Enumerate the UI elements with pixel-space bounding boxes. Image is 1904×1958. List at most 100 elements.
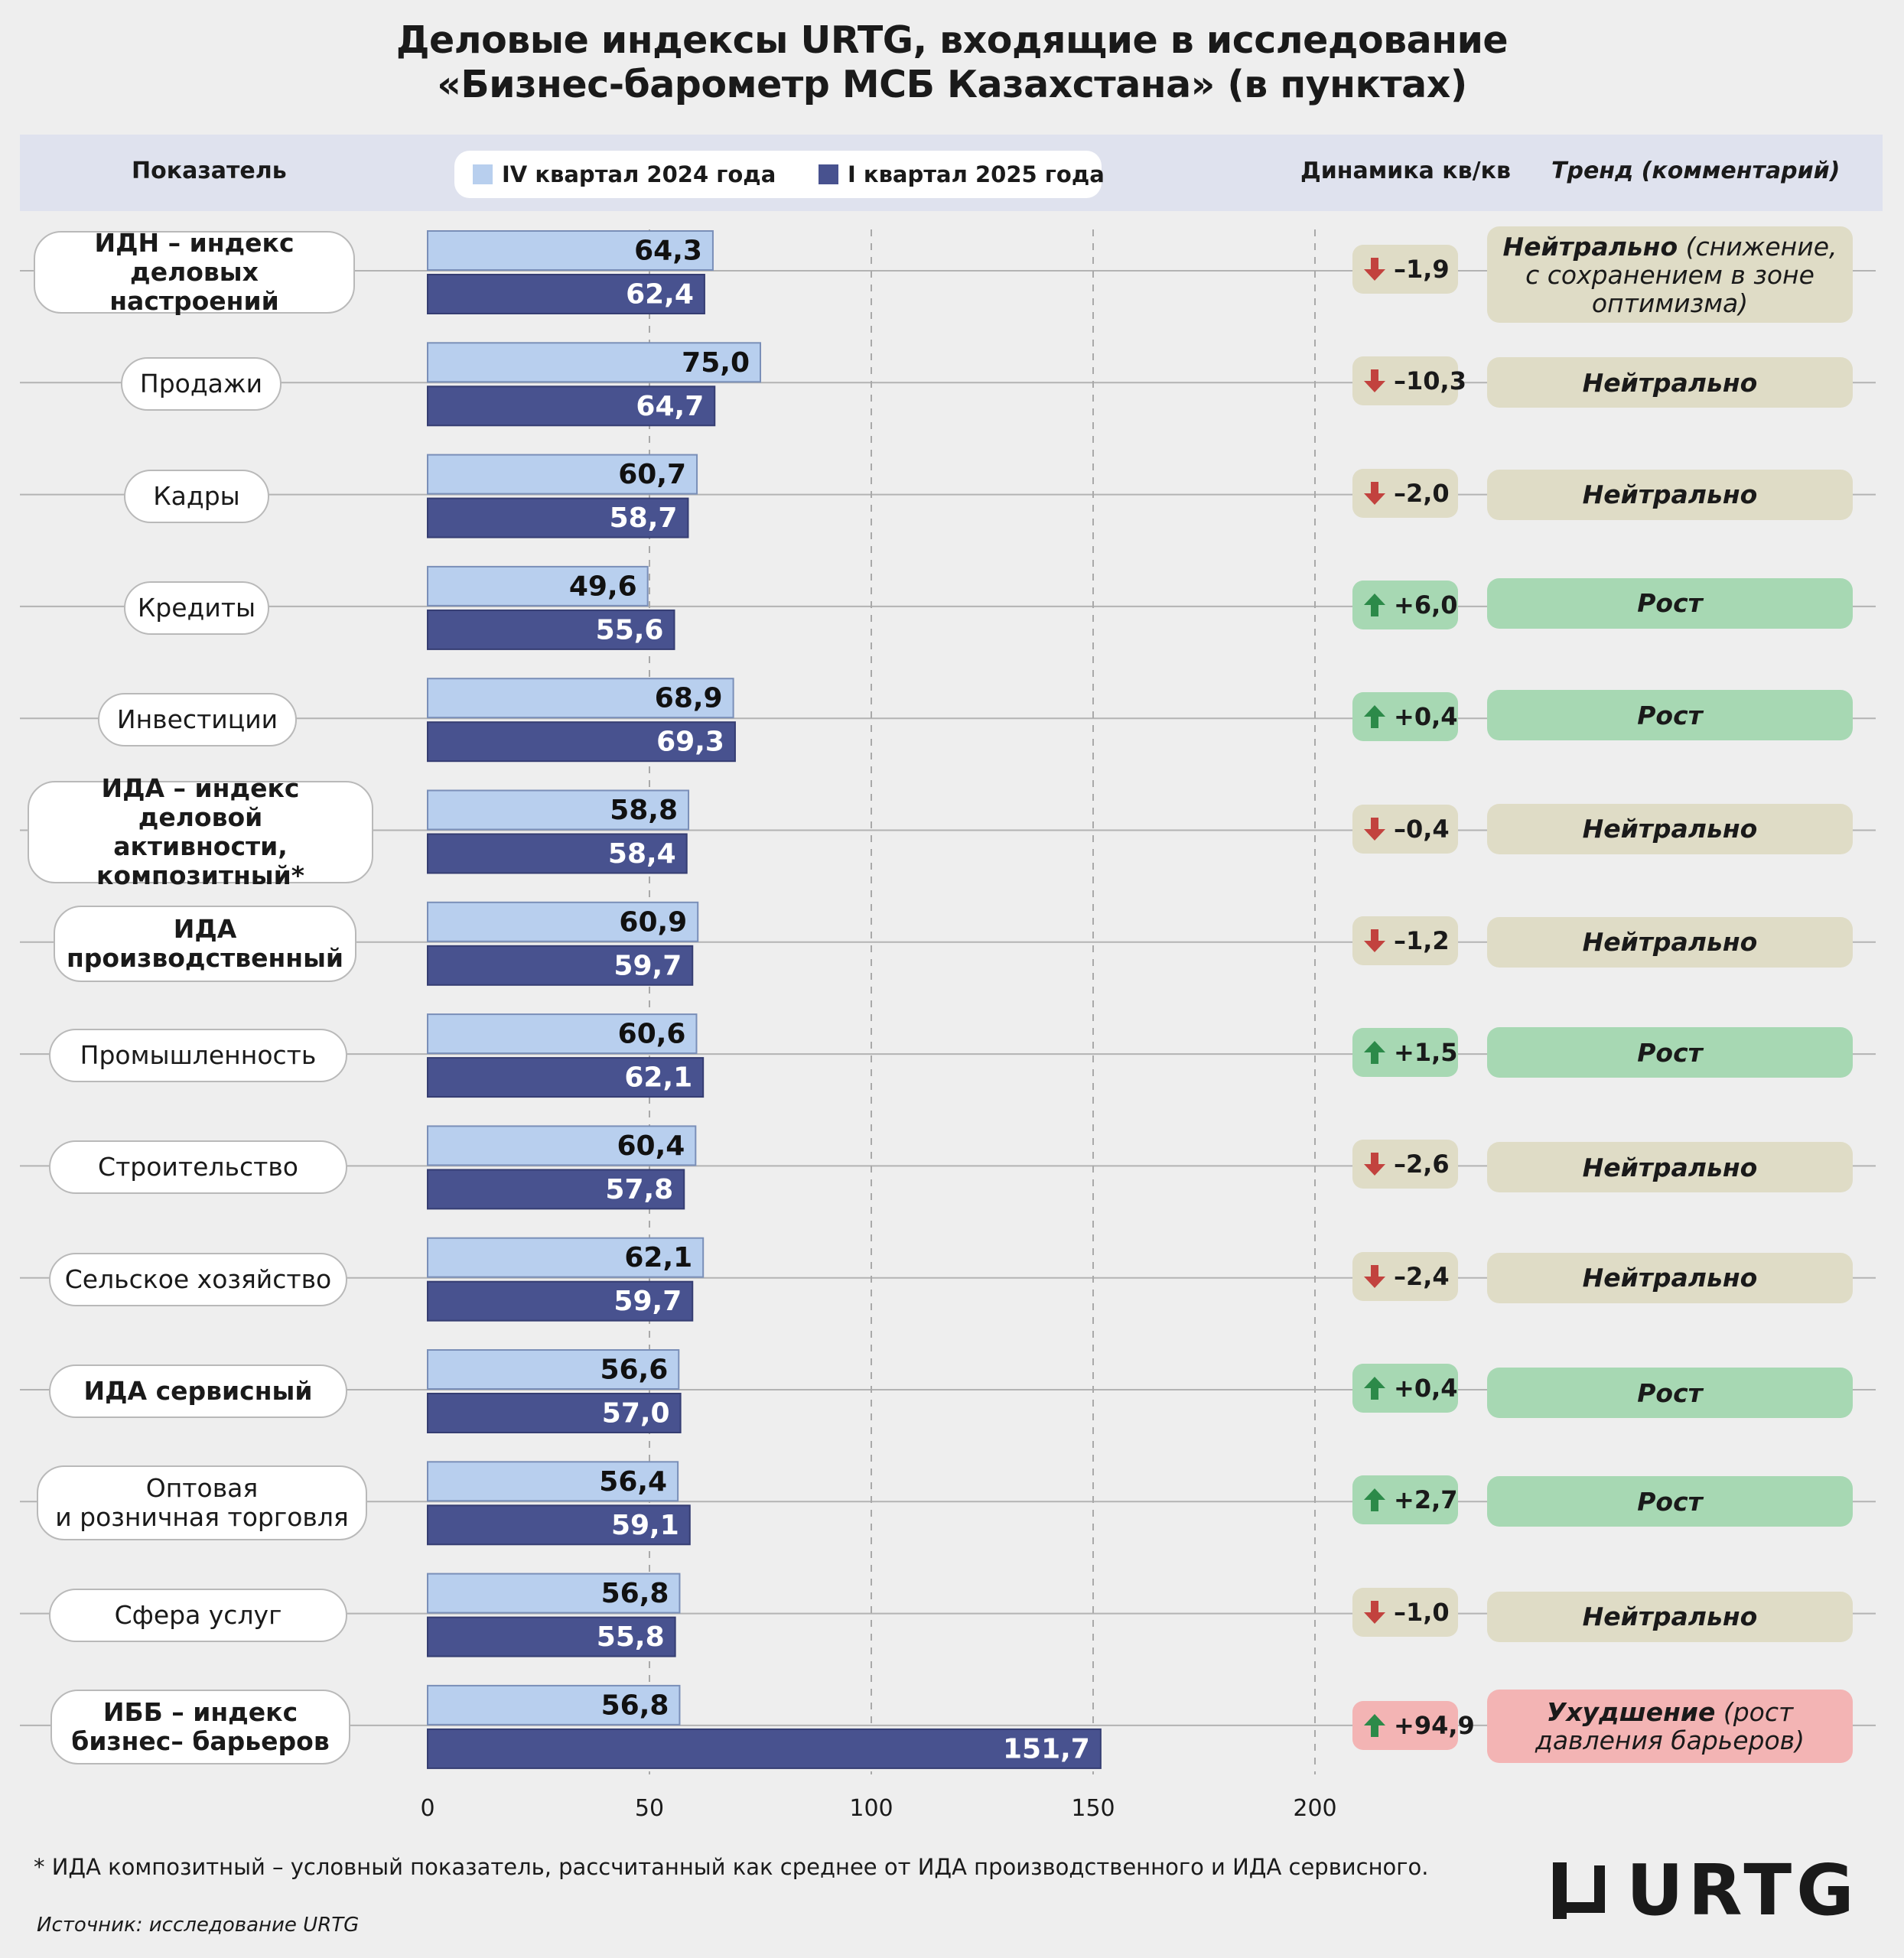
arrow-up-icon — [1364, 1041, 1385, 1065]
legend-swatch-q1-2025 — [819, 164, 838, 184]
legend-item-q1-2025: I квартал 2025 года — [819, 160, 1105, 189]
bar-q1-2025 — [427, 1057, 705, 1098]
dynamics-value: –0,4 — [1394, 814, 1450, 844]
dynamics-value: +1,5 — [1394, 1038, 1458, 1068]
trend-verdict: Рост — [1637, 700, 1703, 730]
bar-label-q1-2025: 59,1 — [611, 1510, 679, 1541]
row-label: Продажи — [121, 357, 282, 411]
row-label-line: активности, — [113, 831, 288, 861]
legend-item-q4-2024: IV квартал 2024 года — [473, 160, 776, 189]
bar-label-q1-2025: 69,3 — [656, 727, 724, 758]
bar-q1-2025 — [427, 833, 688, 874]
trend-verdict: Нейтрально — [1582, 814, 1758, 844]
trend-text: Нейтрально — [1583, 815, 1758, 843]
trend-text: Нейтрально — [1583, 369, 1758, 397]
bar-label-q4-2024: 64,3 — [634, 236, 702, 267]
trend-verdict: Нейтрально — [1582, 1263, 1758, 1293]
row-label: Инвестиции — [98, 693, 297, 747]
bar-q1-2025 — [427, 1616, 676, 1657]
trend-text: Нейтрально — [1583, 1264, 1758, 1292]
dynamics-value: –1,2 — [1394, 925, 1450, 955]
trend-comment: Нейтрально — [1487, 1142, 1853, 1193]
bar-q4-2024 — [427, 342, 761, 383]
bar-label-q1-2025: 58,4 — [608, 838, 676, 870]
bar-q4-2024 — [427, 1684, 681, 1725]
row-label-line: композитный* — [96, 860, 304, 890]
chart-title: Деловые индексы URTG, входящие в исследо… — [0, 18, 1904, 107]
dynamics-badge: –2,0 — [1352, 468, 1458, 518]
arrow-down-icon — [1364, 481, 1385, 505]
legend: IV квартал 2024 года I квартал 2025 года — [454, 151, 1105, 198]
row-label-line: Сельское хозяйство — [64, 1264, 332, 1294]
source: Источник: исследование URTG — [37, 1914, 360, 1937]
bar-label-q4-2024: 60,4 — [617, 1130, 685, 1162]
row-label-line: Инвестиции — [116, 704, 278, 735]
row-label-text: Промышленность — [80, 1041, 317, 1070]
row-label: Промышленность — [49, 1029, 347, 1083]
row-label-text: ИББ – индекс бизнес– барьеров — [71, 1697, 330, 1756]
bar-q1-2025 — [427, 497, 689, 538]
bar-label-q4-2024: 60,9 — [619, 906, 687, 938]
row-label: Сельское хозяйство — [49, 1252, 347, 1306]
arrow-up-icon — [1364, 1713, 1385, 1737]
x-tick-label: 100 — [849, 1795, 893, 1822]
arrow-down-icon — [1364, 258, 1385, 281]
trend-comment: Нейтрально — [1487, 1252, 1853, 1303]
bar-label-q4-2024: 60,6 — [618, 1019, 686, 1050]
bar-q4-2024 — [427, 454, 698, 495]
bar-label-q1-2025: 57,8 — [605, 1174, 673, 1205]
row-label-line: бизнес– барьеров — [71, 1725, 330, 1756]
legend-label-q1-2025: I квартал 2025 года — [848, 161, 1105, 187]
bar-q4-2024 — [427, 901, 699, 942]
row-label-line: ИДА – индекс деловой — [101, 772, 300, 832]
trend-comment: Нейтрально — [1487, 469, 1853, 520]
row-label-line: ИДА — [173, 913, 237, 944]
arrow-down-icon — [1364, 1264, 1385, 1288]
row-label-line: Кредиты — [137, 592, 256, 623]
dynamics-badge: +0,4 — [1352, 692, 1458, 742]
trend-verdict: Рост — [1637, 1037, 1703, 1068]
bar-label-q1-2025: 59,7 — [614, 1286, 682, 1317]
dynamics-badge: +1,5 — [1352, 1028, 1458, 1078]
bar-q1-2025 — [427, 945, 694, 986]
row-label-text: ИДА – индекс деловой активности, композитн… — [38, 772, 363, 890]
trend-comment: Нейтрально — [1487, 357, 1853, 408]
row-label-text: Сельское хозяйство — [64, 1264, 332, 1294]
arrow-up-icon — [1364, 1488, 1385, 1512]
trend-comment: Рост — [1487, 690, 1853, 741]
bar-label-q4-2024: 56,8 — [601, 1578, 669, 1609]
bar-q1-2025 — [427, 1169, 685, 1210]
bar-label-q4-2024: 56,6 — [600, 1355, 668, 1386]
bar-q1-2025 — [427, 1280, 694, 1322]
bar-q4-2024 — [427, 230, 714, 271]
bar-q4-2024 — [427, 1349, 680, 1390]
dynamics-badge: +2,7 — [1352, 1475, 1458, 1525]
legend-swatch-q4-2024 — [473, 164, 493, 184]
bar-label-q4-2024: 49,6 — [569, 571, 637, 602]
trend-text: Рост — [1637, 1488, 1703, 1516]
dynamics-badge: –1,9 — [1352, 245, 1458, 294]
bar-label-q4-2024: 68,9 — [655, 683, 723, 714]
dynamics-badge: –1,0 — [1352, 1587, 1458, 1637]
row-label-text: ИДА производственный — [67, 913, 343, 973]
dynamics-value: +6,0 — [1394, 590, 1458, 620]
trend-text: Рост — [1637, 1379, 1703, 1407]
header-indicator: Показатель — [132, 158, 287, 184]
row-label: Кадры — [124, 469, 269, 523]
bar-q1-2025 — [427, 721, 736, 763]
trend-text: Рост — [1637, 701, 1703, 730]
row-label: ИББ – индекс бизнес– барьеров — [50, 1689, 350, 1764]
header-dynamics: Динамика кв/кв — [1300, 158, 1511, 184]
logo-text: URTG — [1626, 1849, 1859, 1931]
trend-comment: Нейтрально — [1487, 803, 1853, 854]
dynamics-badge: +6,0 — [1352, 580, 1458, 629]
bar-q1-2025 — [427, 1393, 682, 1433]
x-tick-label: 150 — [1071, 1795, 1115, 1822]
bar-label-q4-2024: 58,8 — [610, 795, 678, 826]
arrow-up-icon — [1364, 705, 1385, 729]
x-tick-label: 50 — [635, 1795, 664, 1822]
bar-q4-2024 — [427, 1125, 697, 1166]
row-label-text: Оптовая и розничная торговля — [55, 1474, 349, 1532]
trend-verdict: Рост — [1637, 588, 1703, 619]
row-label-line: Сфера услуг — [114, 1599, 282, 1630]
